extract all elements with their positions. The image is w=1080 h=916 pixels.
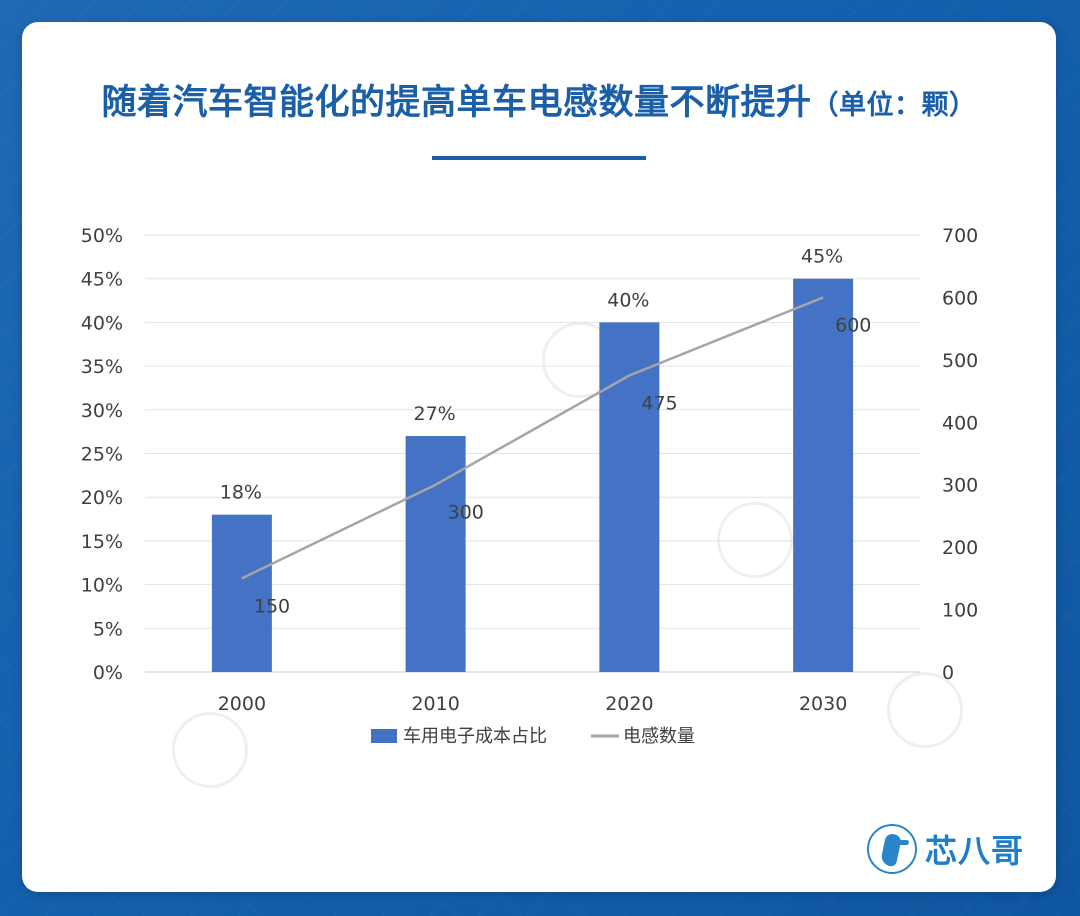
- chart-title-text: 随着汽车智能化的提高单车电感数量不断提升: [101, 83, 812, 123]
- legend-bar-label: 车用电子成本占比: [403, 726, 547, 747]
- line-data-label: 475: [641, 392, 677, 414]
- left-axis-tick-label: 0%: [93, 662, 123, 684]
- x-axis-tick-label: 2030: [799, 693, 847, 715]
- brand-logo: 芯八哥: [866, 824, 1024, 874]
- bar-data-label: 40%: [607, 289, 649, 311]
- x-axis-tick-label: 2000: [218, 693, 266, 715]
- bar: [599, 322, 660, 672]
- x-axis-tick-label: 2020: [605, 693, 653, 715]
- line-data-label: 150: [254, 595, 290, 617]
- right-axis-tick-label: 700: [942, 225, 978, 247]
- left-axis-tick-label: 40%: [81, 312, 123, 334]
- combo-chart: 0% 5% 10% 15% 20% 25% 30% 35% 40% 45% 50% 0 100 200 30…: [81, 225, 979, 747]
- bar-data-label: 45%: [801, 246, 843, 268]
- left-axis-tick-label: 35%: [81, 356, 123, 378]
- right-axis-tick-label: 600: [942, 287, 978, 309]
- right-axis-tick-label: 400: [942, 412, 978, 434]
- right-axis-tick-label: 100: [942, 600, 978, 622]
- left-axis-tick-label: 45%: [81, 269, 123, 291]
- left-axis-tick-label: 25%: [81, 444, 123, 466]
- line-data-label: 600: [835, 314, 871, 336]
- left-axis-tick-label: 50%: [81, 225, 123, 247]
- right-axis-tick-label: 200: [942, 537, 978, 559]
- x-axis-tick-label: 2010: [411, 693, 459, 715]
- right-axis-tick-label: 0: [942, 662, 954, 684]
- chart-title: 随着汽车智能化的提高单车电感数量不断提升（单位：颗）: [22, 74, 1056, 125]
- right-axis-tick-label: 500: [942, 350, 978, 372]
- left-axis-tick-label: 10%: [81, 575, 123, 597]
- right-axis-tick-label: 300: [942, 475, 978, 497]
- brand-name: 芯八哥: [924, 832, 1024, 870]
- bar-data-label: 18%: [220, 482, 262, 504]
- line-data-label: 300: [448, 502, 484, 524]
- left-axis-tick-label: 5%: [93, 618, 123, 640]
- bar: [211, 514, 272, 672]
- chart-card: 随着汽车智能化的提高单车电感数量不断提升（单位：颗） 0% 5% 10% 15% 20%…: [22, 22, 1056, 892]
- legend-line-label: 电感数量: [623, 726, 695, 747]
- line-series: [241, 296, 824, 580]
- kingfisher-icon: [866, 824, 917, 874]
- bar-data-label: 27%: [414, 403, 456, 425]
- left-axis-tick-label: 30%: [81, 400, 123, 422]
- left-axis-tick-label: 20%: [81, 487, 123, 509]
- title-underline: [432, 156, 646, 160]
- legend-bar-swatch: [371, 729, 397, 743]
- chart-title-unit: （单位：颗）: [811, 90, 977, 121]
- bar: [793, 278, 854, 672]
- left-axis-tick-label: 15%: [81, 531, 123, 553]
- bar: [405, 436, 466, 672]
